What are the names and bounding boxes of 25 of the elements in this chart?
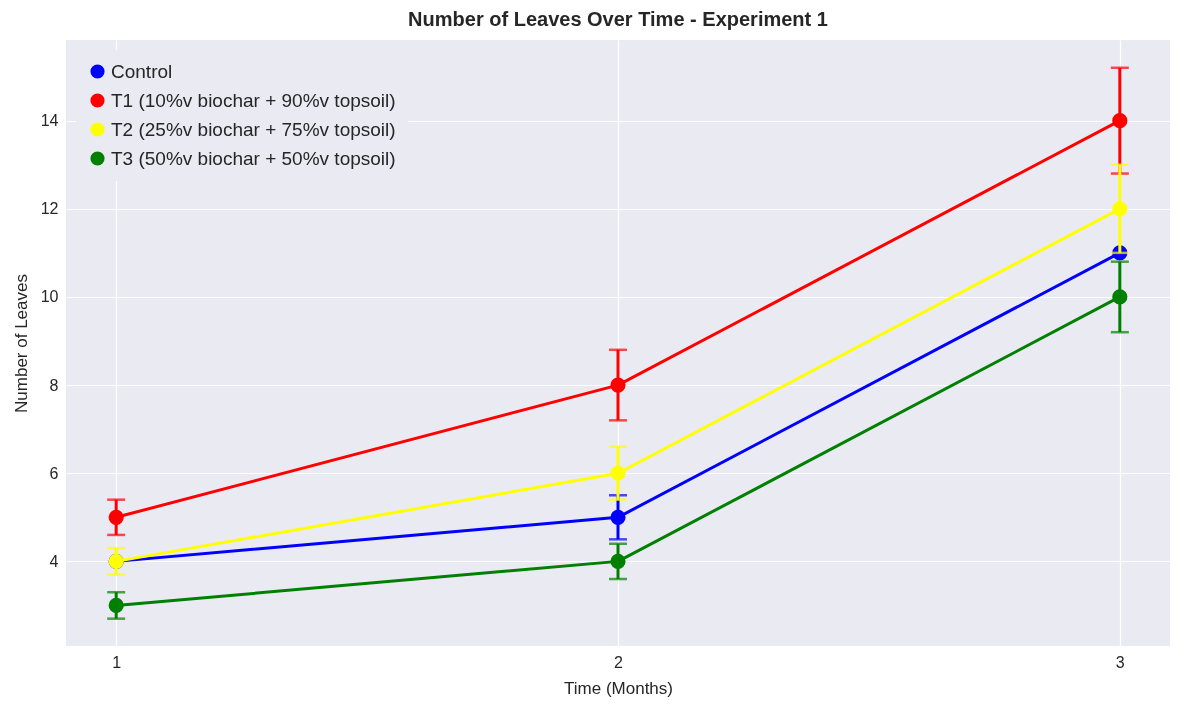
point <box>1112 201 1128 217</box>
chart-title: Number of Leaves Over Time - Experiment 1 <box>408 8 828 30</box>
y-tick-label: 10 <box>40 288 59 306</box>
legend-label: T3 (50%v biochar + 50%v topsoil) <box>111 147 396 169</box>
y-tick-label: 4 <box>49 552 59 570</box>
y-tick-label: 14 <box>40 112 59 130</box>
legend-label: T2 (25%v biochar + 75%v topsoil) <box>111 118 396 140</box>
x-tick-label: 2 <box>614 653 624 671</box>
y-tick-label: 8 <box>49 376 59 394</box>
y-axis-title: Number of Leaves <box>11 274 31 413</box>
legend-label: T1 (10%v biochar + 90%v topsoil) <box>111 89 396 111</box>
x-tick-label: 1 <box>112 653 122 671</box>
point <box>610 553 626 569</box>
point <box>1112 289 1128 305</box>
y-tick-label: 12 <box>40 200 59 218</box>
x-tick-label: 3 <box>1115 653 1125 671</box>
point <box>108 509 124 525</box>
x-axis-title: Time (Months) <box>564 678 673 698</box>
legend-label: Control <box>111 60 173 82</box>
point <box>108 597 124 614</box>
point <box>610 465 626 481</box>
point <box>610 377 626 393</box>
y-tick-label: 6 <box>49 464 59 482</box>
point <box>1112 113 1128 129</box>
point <box>610 509 626 525</box>
